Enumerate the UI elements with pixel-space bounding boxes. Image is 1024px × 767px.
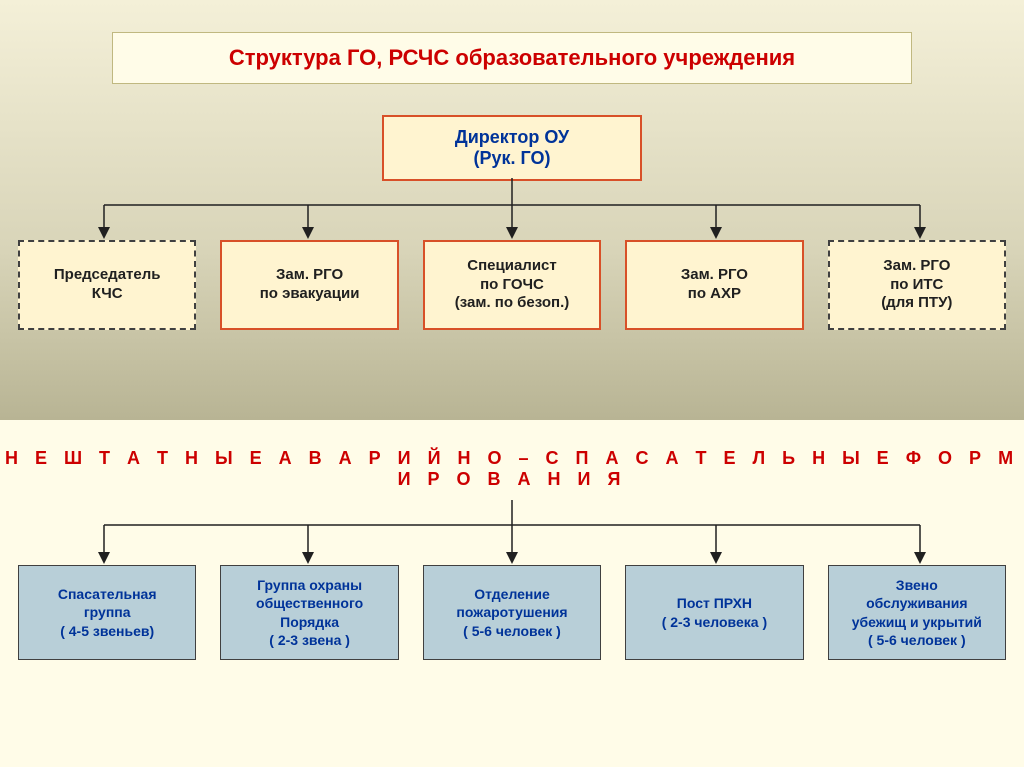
node-deputy-its: Зам. РГОпо ИТС(для ПТУ)	[828, 240, 1006, 330]
section-title: Н Е Ш Т А Т Н Ы Е А В А Р И Й Н О – С П …	[0, 448, 1024, 490]
director-line1: Директор ОУ	[400, 127, 624, 148]
node-shelter-service: Звенообслуживанияубежищ и укрытий( 5-6 ч…	[828, 565, 1006, 660]
node-deputy-evacuation: Зам. РГОпо эвакуации	[220, 240, 398, 330]
node-firefighting: Отделениепожаротушения( 5-6 человек )	[423, 565, 601, 660]
node-rescue-group: Спасательнаягруппа( 4-5 звеньев)	[18, 565, 196, 660]
director-line2: (Рук. ГО)	[400, 148, 624, 169]
director-node: Директор ОУ (Рук. ГО)	[382, 115, 642, 181]
node-deputy-akhr: Зам. РГОпо АХР	[625, 240, 803, 330]
node-specialist-gochs: Специалистпо ГОЧС(зам. по безоп.)	[423, 240, 601, 330]
node-chairman-kchs: ПредседательКЧС	[18, 240, 196, 330]
node-order-group: Группа охраныобщественногоПорядка( 2-3 з…	[220, 565, 398, 660]
page-title: Структура ГО, РСЧС образовательного учре…	[112, 32, 912, 84]
node-prhn-post: Пост ПРХН( 2-3 человека )	[625, 565, 803, 660]
row-formations: Спасательнаягруппа( 4-5 звеньев) Группа …	[0, 565, 1024, 660]
row-deputies: ПредседательКЧС Зам. РГОпо эвакуации Спе…	[0, 240, 1024, 330]
